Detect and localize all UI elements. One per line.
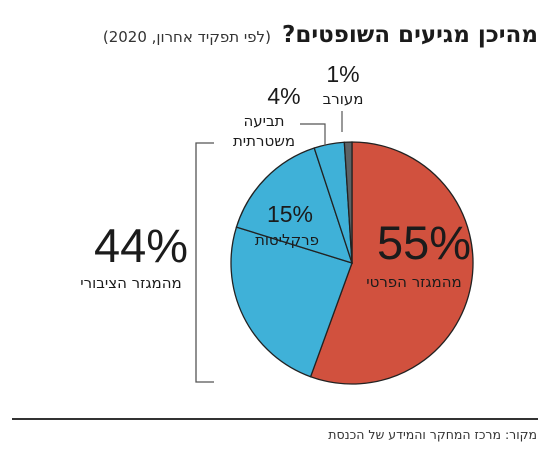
slice-label-prosecution: פרקליטות [255,231,319,249]
slice-label-mixed: מעורב [323,90,364,108]
source-note: מקור: מרכז המחקר והמידע של הכנסת [328,427,537,442]
header: מהיכן מגיעים השופטים? (לפי תפקיד אחרון, … [12,22,538,48]
slice-value-prosecution: 15% [267,201,313,227]
slice-value-police: 4% [267,83,300,109]
group-bracket [195,142,214,383]
pie-slices [230,141,474,385]
chart-subtitle: (לפי תפקיד אחרון, 2020) [102,28,271,46]
slice-public [230,226,353,378]
leader-lines [300,111,343,146]
slice-private [309,141,474,385]
slice-value-private: 55% [377,216,471,269]
group-label-public: מהמגזר הציבורי [80,274,181,292]
slice-label-police-line2: משטרתית [233,132,295,150]
slice-value-mixed: 1% [326,61,359,87]
slice-mixed [343,141,353,264]
chart-title: מהיכן מגיעים השופטים? [282,22,538,48]
slice-label-police-line1: תביעה [243,112,284,130]
group-value-public: 44% [94,219,188,272]
slice-label-private: מהמגזר הפרטי [366,273,462,291]
footer-divider [12,418,538,420]
